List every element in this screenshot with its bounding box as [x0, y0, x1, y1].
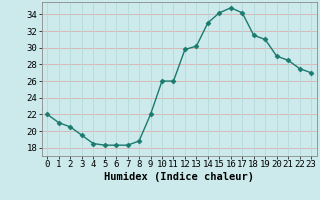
X-axis label: Humidex (Indice chaleur): Humidex (Indice chaleur): [104, 172, 254, 182]
